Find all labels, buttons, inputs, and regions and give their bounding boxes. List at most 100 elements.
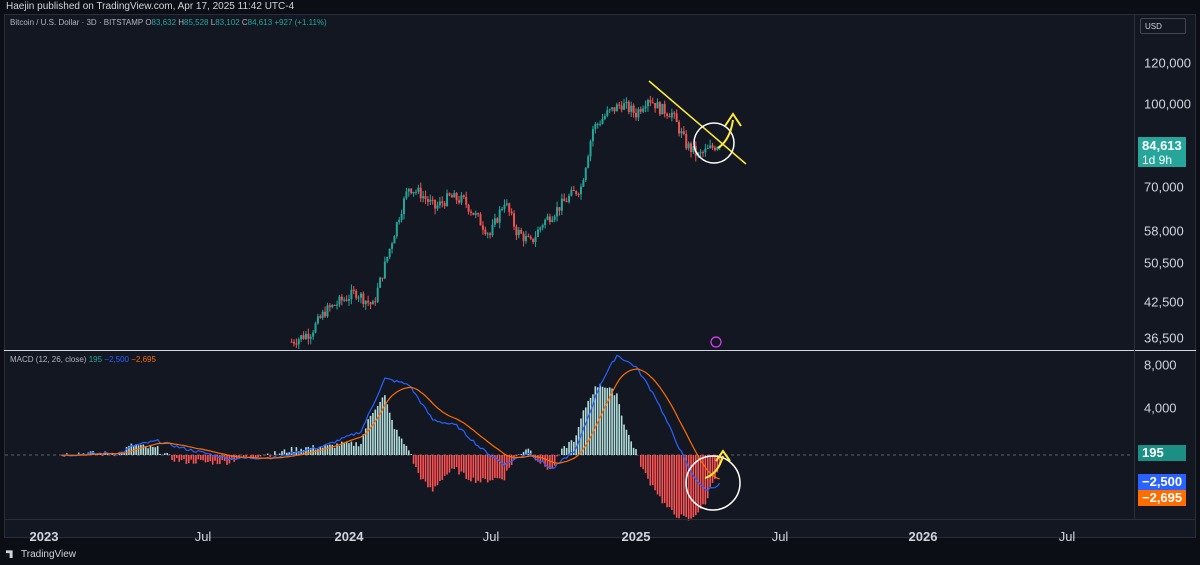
candle-body <box>513 213 516 227</box>
candle-body <box>324 311 327 317</box>
candle-body <box>589 141 592 157</box>
macd-legend-hist: 195 <box>88 355 103 364</box>
candle-body <box>524 236 527 242</box>
candle-body <box>582 180 585 187</box>
candle-body <box>431 199 434 201</box>
candle-body <box>417 187 420 192</box>
candle-body <box>484 229 487 235</box>
candle-body <box>520 230 523 234</box>
candle-body <box>345 299 348 301</box>
candle-body <box>395 222 398 237</box>
pane-divider[interactable] <box>4 350 1196 351</box>
time-label-jul-2026: Jul <box>1058 529 1076 544</box>
candle-body <box>458 200 461 203</box>
candle-body <box>443 203 446 207</box>
candle-body <box>570 189 573 196</box>
macd-line <box>61 354 721 491</box>
candle-body <box>505 203 508 205</box>
candle-body <box>687 143 690 149</box>
publisher-header: Haejin published on TradingView.com, Apr… <box>0 0 1200 14</box>
open-value: 83,632 <box>151 18 177 27</box>
candle-body <box>527 236 530 238</box>
candle-body <box>627 101 630 112</box>
candle-body <box>699 152 702 154</box>
candle-body <box>348 299 350 301</box>
candle-body <box>618 104 621 106</box>
price-tick-120000: 120,000 <box>1144 55 1191 71</box>
candle-body <box>658 102 661 115</box>
candle-body <box>575 191 578 195</box>
candle-body <box>450 195 453 198</box>
candle-body <box>553 216 556 220</box>
candle-body <box>479 214 482 226</box>
candle-body <box>651 102 654 104</box>
candle-body <box>515 226 518 236</box>
candle-body <box>455 193 458 201</box>
time-axis-border <box>4 519 1196 520</box>
candle-body <box>446 193 449 207</box>
candle-body <box>331 304 334 308</box>
price-tick-70000: 70,000 <box>1144 179 1184 195</box>
price-tick-58000: 58,000 <box>1144 223 1184 239</box>
candle-body <box>668 116 671 118</box>
candle-body <box>312 332 315 337</box>
candle-body <box>316 316 319 324</box>
time-label-2025: 2025 <box>621 529 651 544</box>
candle-body <box>393 236 396 244</box>
candle-body <box>596 123 599 125</box>
tradingview-footer[interactable]: TradingView <box>6 549 76 560</box>
candle-body <box>426 198 429 202</box>
candle-body <box>546 216 549 220</box>
candle-body <box>675 113 678 122</box>
symbol-legend: Bitcoin / U.S. Dollar · 3D · BITSTAMP O8… <box>10 18 327 27</box>
candle-body <box>591 128 594 142</box>
bar-countdown: 1d 9h <box>1142 153 1173 167</box>
trendline <box>648 80 747 165</box>
candle-body <box>635 112 637 118</box>
candle-body <box>704 148 707 153</box>
candle-body <box>359 293 362 298</box>
candle-body <box>295 343 298 345</box>
candle-body <box>503 204 506 209</box>
candle-body <box>333 304 336 306</box>
price-tick-100000: 100,000 <box>1144 96 1191 112</box>
candle-body <box>522 233 525 242</box>
signal-line <box>61 368 720 480</box>
candle-body <box>410 188 413 194</box>
candle-body <box>534 236 537 243</box>
candle-body <box>620 105 623 110</box>
change-value: +927 (+1.11%) <box>274 18 327 27</box>
candle-body <box>391 243 394 249</box>
candle-body <box>551 219 554 222</box>
brand-name: TradingView <box>21 549 77 560</box>
candle-body <box>381 277 384 279</box>
candle-body <box>587 156 590 168</box>
candle-body <box>453 193 456 198</box>
candle-body <box>419 187 422 199</box>
macd-legend-macd: −2,500 <box>104 355 129 364</box>
candle-body <box>309 336 312 339</box>
price-tick-36500: 36,500 <box>1144 330 1184 346</box>
candle-body <box>498 209 501 223</box>
tradingview-logo-icon <box>6 550 13 559</box>
currency-button[interactable]: USD <box>1140 18 1186 34</box>
candle-body <box>579 186 582 195</box>
high-label: H <box>178 18 185 27</box>
candle-body <box>716 147 719 150</box>
candle-body <box>302 335 305 339</box>
candle-body <box>434 199 437 209</box>
candle-body <box>713 147 716 150</box>
macd-legend: MACD (12, 26, close) 195 −2,500 −2,695 <box>10 355 156 364</box>
candle-body <box>670 112 673 118</box>
candle-body <box>632 105 635 113</box>
candle-body <box>663 103 666 114</box>
candle-body <box>414 191 417 193</box>
candle-body <box>577 194 580 196</box>
macd-hist-badge: 195 <box>1138 445 1186 461</box>
candle-body <box>510 211 513 214</box>
candle-body <box>639 109 642 112</box>
candle-body <box>398 219 401 223</box>
candle-body <box>603 116 606 119</box>
candle-body <box>541 225 544 228</box>
